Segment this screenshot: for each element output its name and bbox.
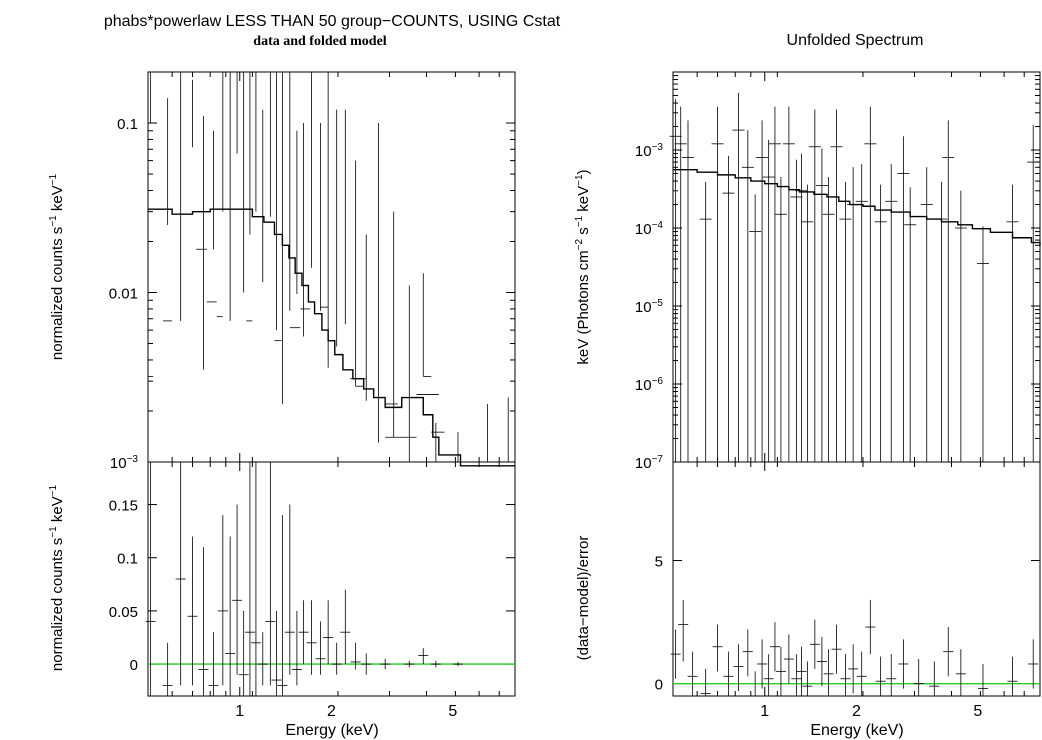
right-bottom-x-tick-label: 5 xyxy=(973,703,982,720)
right-top-y-tick-label: 10−3 xyxy=(635,142,664,160)
right-top-y-axis-label-part: ) xyxy=(575,169,592,174)
right-top-y-tick-exp: −5 xyxy=(652,298,664,309)
right-bottom-frame xyxy=(672,461,1041,697)
right-top-y-tick-label: 10−6 xyxy=(635,376,664,394)
left-bottom-x-tick-label: 2 xyxy=(327,703,336,720)
right-top-y-axis-label-part: −1 xyxy=(574,215,585,227)
right-top-y-tick-exp: −4 xyxy=(652,220,664,231)
right-top-y-axis-label-part: keV (Photons cm xyxy=(575,250,592,364)
right-top-y-tick-base: 10 xyxy=(635,455,652,472)
left-bottom-y-axis-label-part: −1 xyxy=(48,484,59,496)
left-bottom-y-axis-label-part: normalized counts s xyxy=(49,538,66,671)
right-bottom-y-axis-label: (data−model)/error xyxy=(575,536,592,661)
left-top-y-tick-label: 10−3 xyxy=(110,454,139,472)
left-x-axis-label: Energy (keV) xyxy=(285,722,378,739)
left-top-y-tick-exp: −3 xyxy=(127,454,139,465)
left-top-y-axis-label-part: keV xyxy=(49,185,66,215)
left-top-y-tick-label: 0.01 xyxy=(109,286,138,303)
left-bottom-y-tick-label: 0.1 xyxy=(117,551,138,568)
right-top-y-tick-base: 10 xyxy=(635,377,652,394)
right-bottom-x-tick-label: 2 xyxy=(852,703,861,720)
right-top-y-tick-exp: −3 xyxy=(652,142,664,153)
left-top-y-axis-label-part: −1 xyxy=(48,215,59,227)
left-bottom-x-tick-label: 5 xyxy=(448,703,457,720)
left-top-y-axis-label: normalized counts s−1 keV−1 xyxy=(48,173,66,360)
right-bottom-x-tick-label: 1 xyxy=(760,703,769,720)
left-top-y-tick-label: 0.1 xyxy=(117,116,138,133)
right-top-y-axis-label-part: s xyxy=(575,227,592,239)
right-chart-title: Unfolded Spectrum xyxy=(787,32,924,49)
right-bottom-panel: 1 2 5 0 5 (data−model)/error xyxy=(575,461,1041,720)
right-x-axis-label: Energy (keV) xyxy=(810,722,903,739)
right-top-y-axis-label-part: −1 xyxy=(574,174,585,186)
left-bottom-y-tick-label: 0.05 xyxy=(109,604,138,621)
right-top-y-tick-exp: −7 xyxy=(652,454,664,465)
right-top-y-tick-label: 10−4 xyxy=(635,220,664,238)
left-chart-title: phabs*powerlaw LESS THAN 50 group−COUNTS… xyxy=(104,13,561,30)
right-top-y-tick-exp: −6 xyxy=(652,376,664,387)
left-bottom-x-tick-label: 1 xyxy=(235,703,244,720)
left-chart-subtitle: data and folded model xyxy=(253,34,387,49)
left-bottom-frame xyxy=(147,461,516,697)
left-bottom-y-tick-label: 0 xyxy=(130,657,138,674)
folded-model-line xyxy=(148,208,515,467)
left-bottom-y-axis-label-part: −1 xyxy=(48,526,59,538)
left-bottom-y-axis-label: normalized counts s−1 keV−1 xyxy=(48,484,66,671)
left-bottom-y-axis-label-part: keV xyxy=(49,496,66,526)
left-top-y-axis-label-part: −1 xyxy=(48,173,59,185)
left-top-y-tick-base: 10 xyxy=(110,455,127,472)
right-top-y-tick-base: 10 xyxy=(635,299,652,316)
right-top-y-tick-label: 10−7 xyxy=(635,454,664,472)
left-top-y-axis-label-part: normalized counts s xyxy=(49,227,66,360)
unfolded-model-line xyxy=(673,168,1041,246)
right-bottom-y-tick-label: 5 xyxy=(655,554,663,571)
right-bottom-y-tick-label: 0 xyxy=(655,677,663,694)
right-bottom-y-axis-label-part: (data−model)/error xyxy=(575,536,592,661)
left-bottom-y-tick-label: 0.15 xyxy=(109,498,138,515)
right-top-y-tick-base: 10 xyxy=(635,143,652,160)
right-top-y-tick-base: 10 xyxy=(635,221,652,238)
right-top-y-axis-label-part: −2 xyxy=(574,239,585,251)
right-top-y-tick-label: 10−5 xyxy=(635,298,664,316)
right-top-y-axis-label-part: keV xyxy=(575,186,592,216)
right-top-y-axis-label: keV (Photons cm−2 s−1 keV−1) xyxy=(574,169,592,364)
